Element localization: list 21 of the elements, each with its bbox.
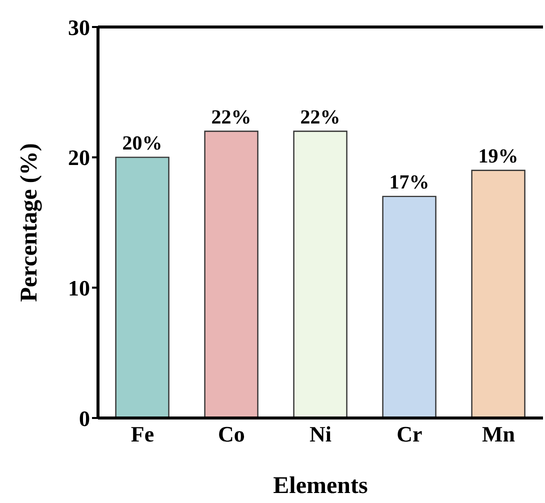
y-tick-label: 20 [68, 145, 90, 170]
y-tick-label: 0 [79, 406, 90, 431]
data-label: 19% [478, 145, 518, 168]
bar [382, 196, 436, 418]
bar [293, 130, 348, 418]
x-tick-label: Fe [130, 422, 154, 447]
y-tick-label: 30 [68, 14, 90, 40]
x-tick-label: Mn [482, 422, 515, 447]
bar [115, 156, 170, 418]
bar [471, 170, 526, 418]
bar [204, 130, 258, 418]
data-label: 22% [211, 106, 252, 128]
y-axis-title: Percentage (%) [16, 143, 43, 302]
data-label: 20% [122, 132, 162, 154]
x-tick-label: Ni [310, 422, 332, 447]
data-label: 17% [389, 171, 430, 194]
data-label: 22% [300, 106, 340, 128]
x-axis-title: Elements [273, 473, 368, 499]
x-tick-label: Cr [396, 422, 423, 447]
x-tick-label: Co [218, 422, 245, 447]
y-tick-label: 10 [68, 275, 90, 300]
